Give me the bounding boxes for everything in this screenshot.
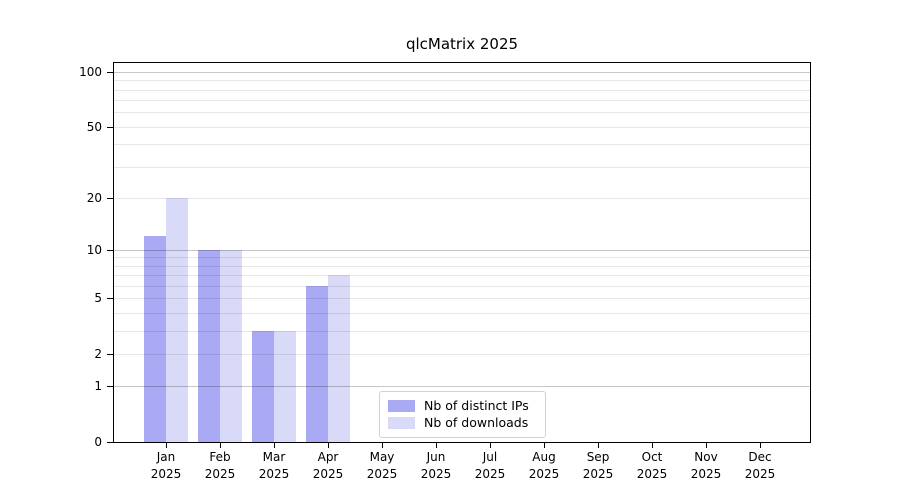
y-tick-label-50: 50 xyxy=(86,119,102,134)
gridline-minor-6 xyxy=(114,286,810,287)
x-tick-jan xyxy=(166,443,167,448)
y-tick-50 xyxy=(107,126,113,128)
bar-nb-of-downloads-jan xyxy=(166,197,188,442)
gridline-minor-20 xyxy=(114,197,810,199)
x-tick-label-dec: Dec 2025 xyxy=(744,450,776,481)
legend: Nb of distinct IPs Nb of downloads xyxy=(379,391,546,438)
bar-nb-of-downloads-mar xyxy=(274,330,296,442)
gridline-minor-50 xyxy=(114,126,810,128)
gridline-minor-80 xyxy=(114,89,810,91)
chart-title: qlcMatrix 2025 xyxy=(405,35,519,53)
y-tick-20 xyxy=(107,197,113,199)
gridline-minor-70 xyxy=(114,100,810,102)
x-tick-label-mar: Mar 2025 xyxy=(258,450,290,481)
x-tick-label-feb: Feb 2025 xyxy=(204,450,236,481)
y-tick-100 xyxy=(107,72,113,73)
bar-nb-of-distinct-ips-feb xyxy=(198,249,220,442)
gridline-minor-5 xyxy=(114,298,810,300)
gridline-minor-30 xyxy=(114,166,810,168)
gridline-minor-9 xyxy=(114,257,810,259)
gridline-major-1 xyxy=(114,386,810,388)
gridline-minor-8 xyxy=(114,265,810,267)
gridline-minor-7 xyxy=(114,275,810,277)
bar-nb-of-distinct-ips-mar xyxy=(252,330,274,442)
bar-nb-of-downloads-apr xyxy=(328,275,350,442)
gridline-minor-3 xyxy=(114,330,810,332)
plot-area: Nb of distinct IPs Nb of downloads xyxy=(113,62,811,443)
legend-label-distinct-ips: Nb of distinct IPs xyxy=(424,397,529,413)
y-tick-10 xyxy=(107,249,113,251)
y-tick-5 xyxy=(107,298,113,300)
y-tick-0 xyxy=(107,442,113,443)
y-tick-label-2: 2 xyxy=(94,346,102,361)
legend-swatch-distinct-ips-icon xyxy=(388,399,415,412)
x-tick-oct xyxy=(652,443,653,448)
bar-nb-of-distinct-ips-apr xyxy=(306,286,328,442)
x-tick-label-aug: Aug 2025 xyxy=(528,450,560,481)
gridline-minor-90 xyxy=(114,80,810,82)
bar-nb-of-downloads-feb xyxy=(220,249,242,442)
legend-item-downloads: Nb of downloads xyxy=(388,414,537,431)
y-tick-label-20: 20 xyxy=(86,190,102,205)
gridline-minor-60 xyxy=(114,112,810,114)
x-tick-label-oct: Oct 2025 xyxy=(636,450,668,481)
x-tick-dec xyxy=(760,443,761,448)
gridline-minor-2 xyxy=(114,353,810,355)
x-tick-jun xyxy=(436,443,437,448)
bar-nb-of-distinct-ips-jan xyxy=(144,236,166,442)
x-tick-may xyxy=(382,443,383,448)
y-tick-label-0: 0 xyxy=(94,435,102,449)
y-tick-label-100: 100 xyxy=(79,65,102,79)
legend-item-distinct-ips: Nb of distinct IPs xyxy=(388,397,537,414)
x-tick-label-sep: Sep 2025 xyxy=(582,450,614,481)
x-tick-label-nov: Nov 2025 xyxy=(690,450,722,481)
y-tick-label-1: 1 xyxy=(94,379,102,394)
gridline-major-100 xyxy=(114,72,810,73)
x-tick-apr xyxy=(328,443,329,448)
x-tick-mar xyxy=(274,443,275,448)
x-tick-aug xyxy=(544,443,545,448)
x-tick-label-apr: Apr 2025 xyxy=(312,450,344,481)
x-tick-sep xyxy=(598,443,599,448)
y-tick-1 xyxy=(107,386,113,388)
x-tick-jul xyxy=(490,443,491,448)
x-tick-feb xyxy=(220,443,221,448)
x-tick-label-jan: Jan 2025 xyxy=(150,450,182,481)
y-tick-label-5: 5 xyxy=(94,291,102,306)
gridline-minor-4 xyxy=(114,313,810,314)
gridline-minor-40 xyxy=(114,144,810,146)
x-tick-label-may: May 2025 xyxy=(366,450,398,481)
legend-swatch-downloads-icon xyxy=(388,416,415,429)
y-tick-label-10: 10 xyxy=(86,242,102,257)
x-tick-label-jun: Jun 2025 xyxy=(420,450,452,481)
x-tick-label-jul: Jul 2025 xyxy=(474,450,506,481)
legend-label-downloads: Nb of downloads xyxy=(424,414,529,430)
y-tick-2 xyxy=(107,353,113,355)
gridline-major-10 xyxy=(114,249,810,251)
x-tick-nov xyxy=(706,443,707,448)
